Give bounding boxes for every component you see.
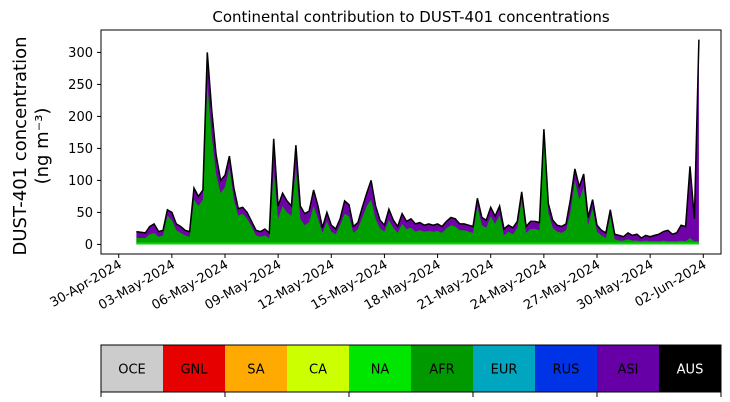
legend-label-gnl: GNL	[180, 363, 208, 378]
legend-swatch-na	[349, 345, 411, 392]
legend-label-ca: CA	[309, 363, 327, 378]
axes: 05010015020025030030-Apr-202403-May-2024…	[48, 29, 722, 313]
legend-label-sa: SA	[247, 363, 264, 378]
legend-swatch-afr	[411, 345, 473, 392]
y-tick-label: 50	[76, 206, 93, 221]
legend-swatch-eur	[473, 345, 535, 392]
plot-frame	[100, 29, 722, 255]
area-series-afr	[136, 84, 699, 245]
legend-swatch-rus	[535, 345, 597, 392]
legend-label-asi: ASI	[618, 363, 639, 378]
legend-swatch-sa	[225, 345, 287, 392]
y-axis-label-line1: DUST-401 concentration	[10, 36, 31, 255]
y-tick-label: 200	[68, 110, 93, 125]
legend-swatch-gnl	[163, 345, 225, 392]
legend-label-rus: RUS	[553, 363, 580, 378]
legend-label-eur: EUR	[491, 363, 518, 378]
total-concentration-line	[136, 39, 700, 239]
y-tick-label: 150	[68, 142, 93, 157]
legend-swatch-aus	[659, 345, 721, 392]
area-series-na	[136, 242, 699, 245]
y-tick-label: 100	[68, 174, 93, 189]
legend-swatch-asi	[597, 345, 659, 392]
y-tick-label: 300	[68, 46, 93, 61]
legend-label-oce: OCE	[118, 363, 146, 378]
legend-swatch-ca	[287, 345, 349, 392]
legend-label-aus: AUS	[677, 363, 704, 378]
y-axis-label-line2: (ng m⁻³)	[32, 108, 53, 185]
legend-swatch-oce	[101, 345, 163, 392]
legend-label-na: NA	[371, 363, 390, 378]
y-tick-label: 250	[68, 78, 93, 93]
legend-label-afr: AFR	[429, 363, 454, 378]
chart-title: Continental contribution to DUST-401 con…	[212, 8, 609, 26]
plot-area	[136, 39, 700, 245]
region-legend: OCE GNL SA CA NA AFR EUR RUS ASI AUS	[100, 344, 722, 397]
y-tick-label: 0	[85, 238, 93, 253]
legend-frame	[100, 344, 722, 393]
